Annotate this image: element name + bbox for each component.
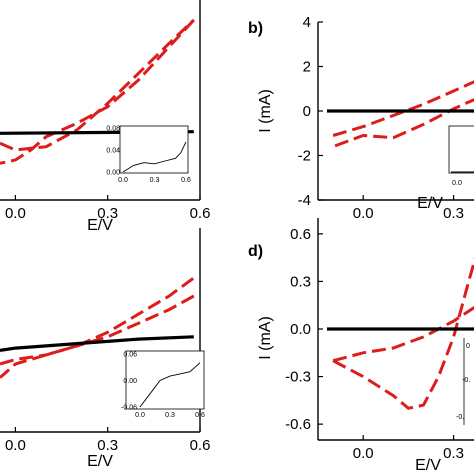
panel-c-chart: 0.0 0.3 0.6 E/V 0.0 0.3 0.6 0.06 0.00 -0.06 (0, 228, 210, 470)
panel-d-series-0-line (332, 257, 474, 410)
panel-c-x-tick-label-1: 0.3 (97, 437, 118, 454)
panel-a-inset-y-tick-2: 0.08 (106, 126, 120, 133)
panel-b-x-ticks: 0.0 0.3 (353, 195, 464, 222)
panel-b-y-label: I (mA) (257, 89, 274, 133)
panel-a-inset-x-tick-2: 0.6 (181, 177, 191, 184)
panel-a-chart: 0.0 0.3 0.6 E/V 0.0 0.3 0.6 0.00 0.04 0.08 (0, 0, 210, 234)
panel-c-x-tick-label-2: 0.6 (190, 437, 211, 454)
panel-a-x-tick-label-0: 0.0 (5, 205, 26, 222)
panel-d-y-ticks: 0.6 0.3 0.0 -0.3 -0.6 (285, 226, 323, 433)
panel-a-x-tick-label-2: 0.6 (190, 205, 211, 222)
panel-b-y-tick-label-0: 4 (303, 14, 311, 31)
panel-a-inset-frame (119, 125, 189, 174)
panel-a-inset-y-tick-0: 0.00 (106, 170, 120, 177)
panel-c-inset-y-tick-2: -0.06 (121, 405, 137, 412)
panel-b-y-tick-label-4: -4 (298, 192, 311, 209)
panel-d-series-1-line (332, 305, 474, 363)
panel-c-x-ticks: 0.0 0.3 0.6 (5, 427, 210, 454)
panel-a-x-tick-label-1: 0.3 (97, 205, 118, 222)
panel-c-x-label: E/V (87, 453, 113, 470)
panel-b-x-tick-label-0: 0.0 (353, 205, 374, 222)
panel-c-inset-x-tick-1: 0.3 (165, 412, 175, 419)
panel-b-y-tick-label-2: 0 (303, 103, 311, 120)
panel-d-x-ticks: 0.0 0.3 (353, 435, 464, 462)
panel-a-inset: 0.0 0.3 0.6 0.00 0.04 0.08 (106, 126, 191, 185)
panel-d-x-label: E/V (415, 457, 441, 474)
panel-b-y-tick-label-3: -2 (298, 148, 311, 165)
panel-a-inset-line (122, 141, 187, 173)
panel-b-label: b) (248, 20, 263, 37)
panel-d-y-tick-label-3: -0.3 (285, 369, 311, 386)
panel-c-inset-line (139, 362, 201, 408)
panel-b-chart: b) 4 2 0 -2 -4 0.0 0.3 I (mA) E/V 0.0 (248, 14, 474, 222)
panel-d-x-tick-label-0: 0.0 (353, 445, 374, 462)
panel-a-series-1-line (0, 18, 195, 165)
panel-c-inset: 0.0 0.3 0.6 0.06 0.00 -0.06 (121, 350, 205, 420)
panel-d-inset-y-tick-2: -0. (456, 414, 464, 421)
panel-b-inset-frame (448, 125, 474, 174)
panel-d-chart: d) 0.6 0.3 0.0 -0.3 -0.6 0.0 0.3 I (mA) E/V 0… (248, 218, 474, 474)
panel-b-y-ticks: 4 2 0 -2 -4 (298, 14, 323, 209)
panel-d-y-tick-label-4: -0.6 (285, 416, 311, 433)
panel-c-inset-x-tick-0: 0.0 (135, 412, 145, 419)
panel-b-inset-x-tick: 0.0 (452, 180, 462, 187)
panel-b-y-tick-label-1: 2 (303, 59, 311, 76)
panel-c-inset-y-tick-1: 0.00 (123, 378, 137, 385)
panel-a-inset-x-tick-0: 0.0 (118, 177, 128, 184)
panel-a-inset-ticks: 0.0 0.3 0.6 0.00 0.04 0.08 (106, 126, 191, 185)
panel-c-series-2-line (0, 335, 194, 352)
panel-d-label: d) (248, 243, 263, 260)
panel-d-y-tick-label-2: 0.0 (290, 321, 311, 338)
panel-b-series-1-line (332, 98, 474, 149)
panel-b-inset: 0.0 (448, 125, 474, 187)
panel-d-y-tick-label-0: 0.6 (290, 226, 311, 243)
panel-d-inset-y-tick-0: 0 (466, 343, 470, 350)
panel-d-series (327, 257, 474, 410)
panel-c-inset-y-tick-0: 0.06 (123, 352, 137, 359)
panel-c-series-0-line (0, 276, 195, 366)
panel-c-x-tick-label-0: 0.0 (5, 437, 26, 454)
panel-c-inset-frame (125, 350, 205, 410)
panel-a-inset-x-tick-1: 0.3 (150, 177, 160, 184)
panel-b-series (327, 80, 474, 149)
panel-c-series (0, 276, 195, 379)
panel-b-x-tick-label-1: 0.3 (443, 205, 464, 222)
panel-d-y-tick-label-1: 0.3 (290, 273, 311, 290)
panel-d-inset: 0 -0. -0. (456, 338, 470, 425)
panel-a-x-ticks: 0.0 0.3 0.6 (5, 195, 210, 222)
panel-a-x-label: E/V (87, 217, 113, 234)
panel-d-x-tick-label-1: 0.3 (443, 445, 464, 462)
panel-c-inset-ticks: 0.0 0.3 0.6 0.06 0.00 -0.06 (121, 352, 205, 420)
panel-a-inset-y-tick-1: 0.04 (106, 148, 120, 155)
panel-c-inset-x-tick-2: 0.6 (195, 412, 205, 419)
panel-d-inset-y-tick-1: -0. (462, 377, 470, 384)
panel-b-x-label: E/V (417, 195, 443, 212)
panel-b-series-0-line (332, 80, 474, 137)
panel-d-y-label: I (mA) (257, 316, 274, 360)
